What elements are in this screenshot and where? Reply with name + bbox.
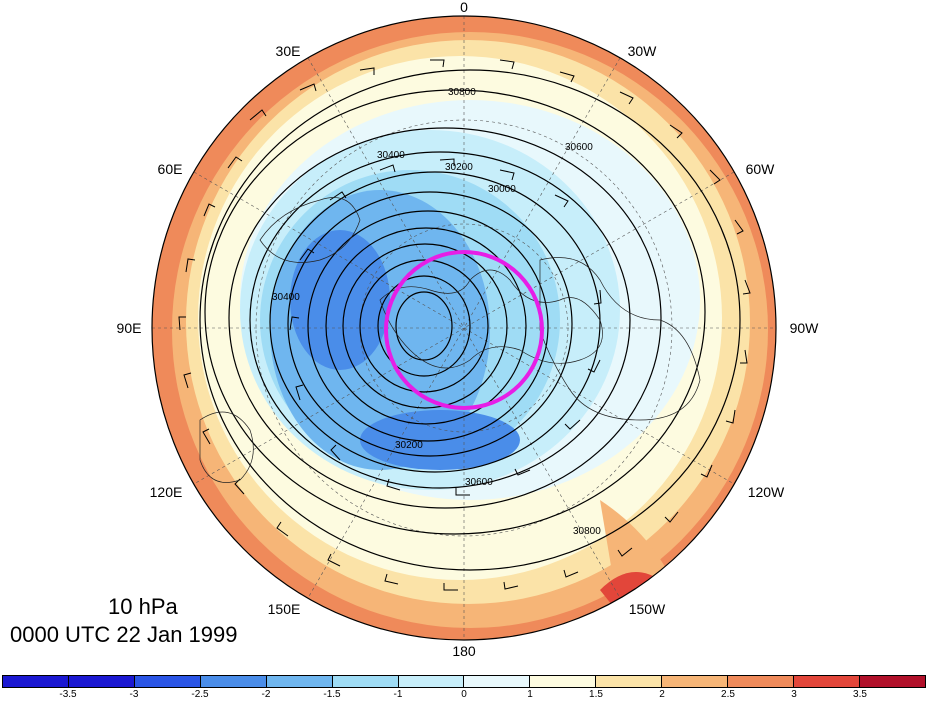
colorbar-tick-label: -1 [393, 689, 403, 700]
lon-label-60w: 60W [746, 161, 776, 177]
colorbar-segment [134, 676, 201, 687]
wind-barbs [178, 59, 751, 591]
colorbar-segment [332, 676, 399, 687]
colorbar-tick-label: -2 [261, 689, 271, 700]
contour-label: 30600 [565, 142, 593, 153]
colorbar-segment [859, 676, 925, 687]
colorbar-segment [398, 676, 465, 687]
polar-vortex-circle [384, 250, 544, 410]
lon-label-60e: 60E [158, 161, 183, 177]
lon-label-90e: 90E [117, 320, 142, 336]
valid-time-title: 0000 UTC 22 Jan 1999 [10, 622, 238, 647]
lon-label-30w: 30W [628, 43, 658, 59]
colorbar-tick-label: 2 [659, 689, 665, 700]
coastlines [199, 197, 701, 483]
contour-labels: 30800 30600 30400 30200 30000 30400 3020… [272, 87, 601, 537]
lon-label-30e: 30E [276, 43, 301, 59]
contour-label: 30200 [395, 440, 423, 451]
colorbar [2, 675, 926, 688]
map-boundary [151, 15, 777, 641]
colorbar-tick-label: 3 [791, 689, 797, 700]
lon-label-150w: 150W [629, 601, 666, 617]
contour-label: 30600 [465, 477, 493, 488]
colorbar-segment [794, 676, 860, 687]
colorbar-tick-label: 2.5 [721, 689, 735, 700]
height-contours [199, 69, 741, 571]
contour-label: 30000 [488, 184, 516, 195]
colorbar-segment [68, 676, 135, 687]
colorbar-segment [530, 676, 597, 687]
colorbar-segment [3, 676, 69, 687]
lon-label-120w: 120W [748, 484, 785, 500]
lon-label-180: 180 [452, 643, 476, 659]
colorbar-segment [662, 676, 729, 687]
colorbar-segment [596, 676, 663, 687]
colorbar-ticks: -3.5 -3 -2.5 -2 -1.5 -1 0 1 1.5 2 2.5 3 3.5 [2, 689, 926, 702]
contour-label: 30800 [573, 526, 601, 537]
colorbar-tick-label: 1 [527, 689, 533, 700]
longitude-labels: 0 30W 60W 90W 120W 150W 180 150E 120E 90… [117, 0, 820, 659]
colorbar-tick-label: 0 [461, 689, 467, 700]
colorbar-segment [200, 676, 267, 687]
contour-label: 30200 [445, 162, 473, 173]
colorbar-segment [728, 676, 795, 687]
contour-label: 30800 [448, 87, 476, 98]
lon-label-90w: 90W [790, 320, 820, 336]
contour-label: 30400 [377, 150, 405, 161]
pressure-level-title: 10 hPa [108, 594, 178, 619]
colorbar-segment [266, 676, 333, 687]
contour-label: 30400 [272, 292, 300, 303]
lon-label-150e: 150E [268, 601, 301, 617]
colorbar-segment [464, 676, 531, 687]
colorbar-tick-label: 1.5 [589, 689, 603, 700]
lon-label-0: 0 [460, 0, 468, 15]
colorbar-tick-label: -3 [129, 689, 139, 700]
lon-label-120e: 120E [150, 484, 183, 500]
colorbar-tick-label: -2.5 [191, 689, 209, 700]
colorbar-tick-label: -1.5 [323, 689, 341, 700]
colorbar-tick-label: 3.5 [853, 689, 867, 700]
colorbar-tick-label: -3.5 [59, 689, 77, 700]
